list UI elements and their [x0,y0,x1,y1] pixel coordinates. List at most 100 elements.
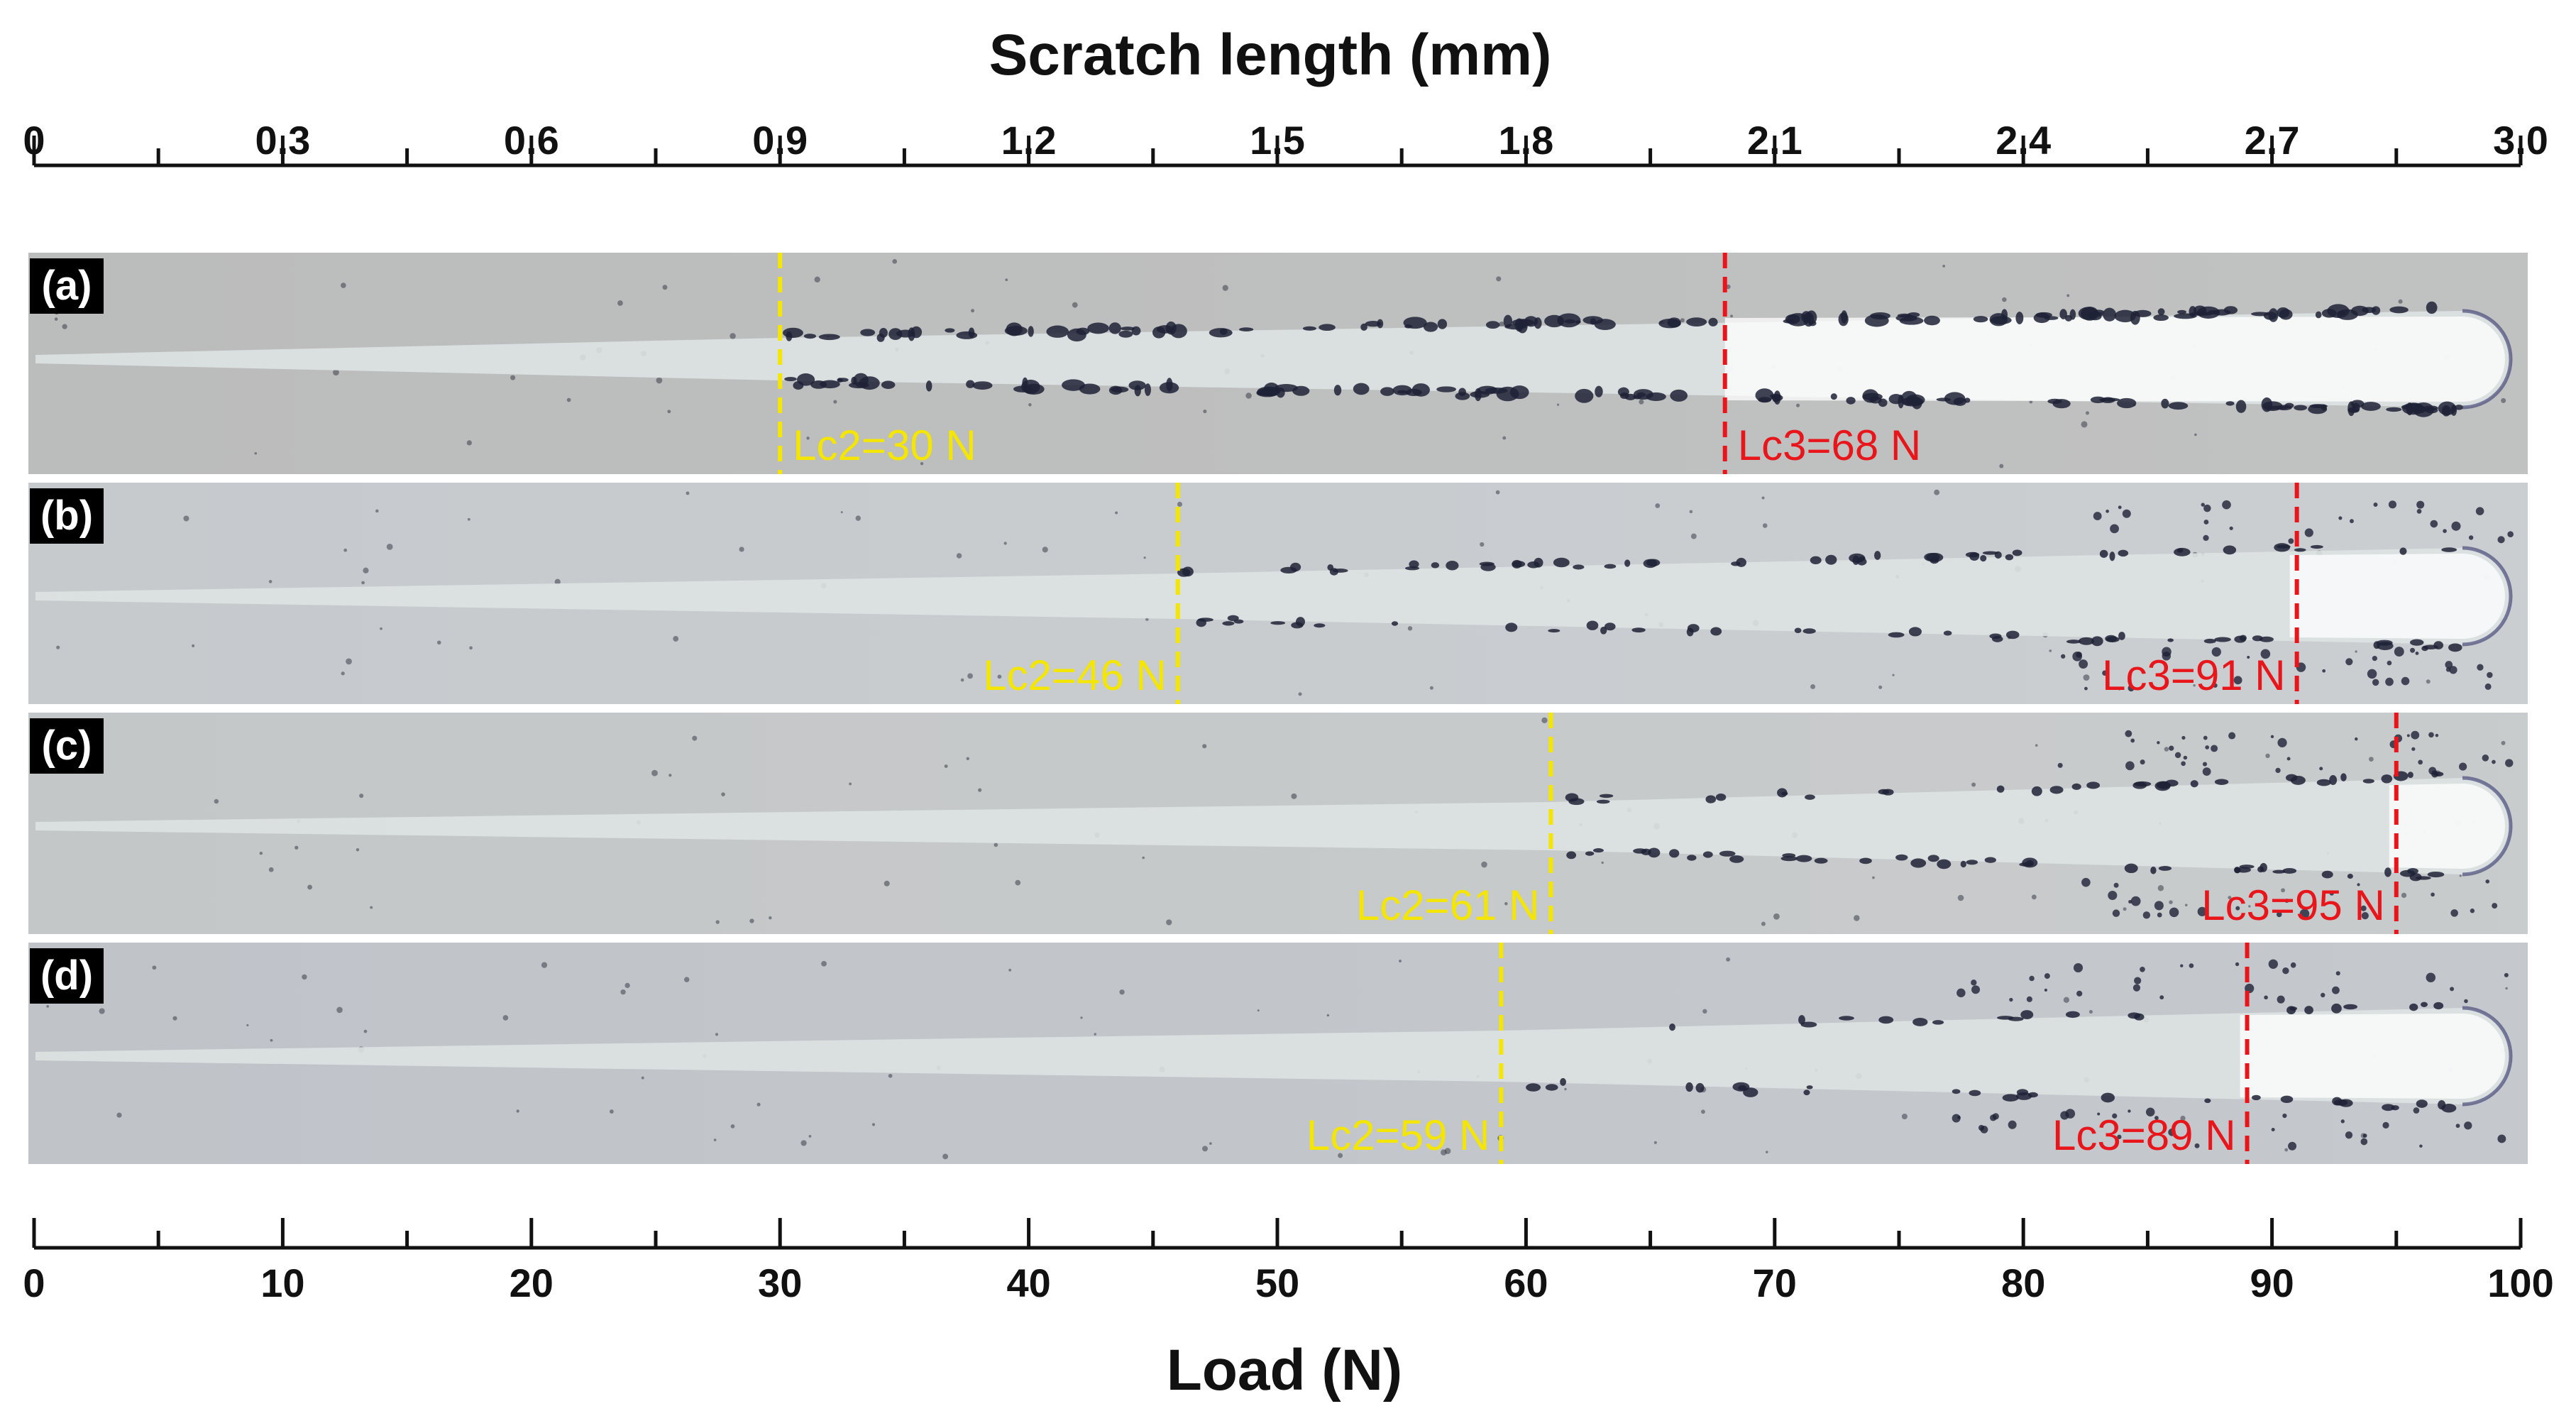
substrate-speck [1203,409,1207,414]
debris-fragment [1302,326,1317,331]
substrate-speck [1702,1009,1707,1014]
panel-b: (b) Lc2=46 N Lc3=91 N [28,483,2528,704]
debris-speck [2108,890,2118,901]
substrate-speck [1934,489,1940,495]
substrate-speck [1762,523,1768,528]
debris-fragment [1795,855,1812,862]
substrate-speck [2035,744,2038,747]
substrate-speck [884,880,890,887]
debris-speck [2459,762,2467,771]
debris-fragment [1702,851,1713,858]
debris-fragment [851,376,857,385]
debris-speck [1956,988,1966,998]
substrate-speck [721,792,725,796]
substrate-speck [1326,1014,1330,1017]
debris-speck [2222,500,2231,510]
debris-speck [2321,992,2325,998]
debris-speck [1952,1114,1961,1123]
substrate-speck [363,567,369,573]
debris-fragment [2438,1100,2446,1110]
lc2-label: Lc2=30 N [793,422,976,469]
debris-speck [2168,1128,2176,1136]
debris-fragment [2052,399,2071,409]
top-axis-title: Scratch length (mm) [989,23,1552,87]
debris-fragment [2373,641,2380,649]
debris-speck [2073,962,2084,973]
debris-fragment [881,380,896,389]
debris-fragment [1738,1085,1747,1091]
debris-speck [2128,684,2135,692]
debris-fragment [1120,326,1135,331]
debris-fragment [2235,400,2247,413]
substrate-speck [116,1112,122,1118]
debris-fragment [2103,307,2117,322]
debris-fragment [784,377,797,382]
panel-c: (c) Lc2=61 N Lc3=95 N [28,713,2528,934]
debris-speck [2057,762,2063,768]
debris-fragment [2153,314,2169,322]
debris-fragment [1781,791,1788,796]
debris-fragment [1360,323,1367,331]
track-end-outline [2462,776,2513,877]
debris-speck [2373,503,2378,507]
panel-a: (a) Lc2=30 N Lc3=68 N [28,253,2528,474]
substrate-speck [739,547,744,552]
debris-speck [2118,505,2122,510]
substrate-speck [1119,989,1125,995]
debris-fragment [1509,385,1529,400]
debris-speck [2235,962,2240,967]
debris-fragment [1780,856,1798,862]
debris-speck [2154,1116,2159,1121]
debris-fragment [1859,857,1872,865]
debris-speck [2174,752,2181,759]
substrate-speck [467,517,470,521]
substrate-speck [1495,490,1500,495]
debris-fragment [1144,383,1151,396]
debris-fragment [2423,405,2438,411]
debris-speck [2203,504,2211,512]
scratch-track [35,778,2511,874]
debris-fragment [2377,642,2394,650]
debris-fragment [1969,552,1980,561]
debris-speck [2084,686,2088,691]
debris-speck [2411,730,2420,740]
debris-fragment [925,380,932,392]
substrate-speck [343,548,348,552]
debris-speck [2282,967,2289,975]
substrate-speck [749,918,754,923]
debris-speck [2125,730,2132,737]
debris-fragment [1846,397,1856,405]
substrate-speck [871,1123,876,1126]
debris-speck [2497,536,2505,544]
debris-fragment [1257,390,1267,396]
debris-speck [2093,512,2102,520]
debris-fragment [1801,311,1812,323]
substrate-speck [2284,1148,2289,1152]
debris-speck [2247,655,2250,659]
substrate-speck [1541,717,1548,723]
substrate-speck [1245,393,1252,399]
debris-fragment [1926,552,1944,562]
substrate-speck [1901,1113,1908,1120]
debris-fragment [2105,635,2118,642]
debris-speck [2387,660,2392,666]
debris-fragment [1743,1087,1758,1097]
debris-fragment [2234,635,2247,643]
debris-speck [2125,761,2135,771]
debris-speck [2268,959,2278,969]
substrate-speck [2369,757,2374,762]
debris-speck [2475,507,2484,515]
debris-speck [2362,1134,2367,1138]
debris-fragment [1566,851,1577,860]
substrate-speck [1878,685,1883,689]
debris-fragment [2190,780,2198,788]
debris-speck [2430,520,2438,528]
debris-speck [2332,986,2340,994]
debris-fragment [2020,1010,2034,1019]
debris-fragment [956,331,978,339]
substrate-speck [967,673,973,679]
debris-speck [2130,738,2135,743]
debris-fragment [2251,312,2269,317]
debris-fragment [1687,855,1697,861]
debris-fragment [1878,789,1890,795]
